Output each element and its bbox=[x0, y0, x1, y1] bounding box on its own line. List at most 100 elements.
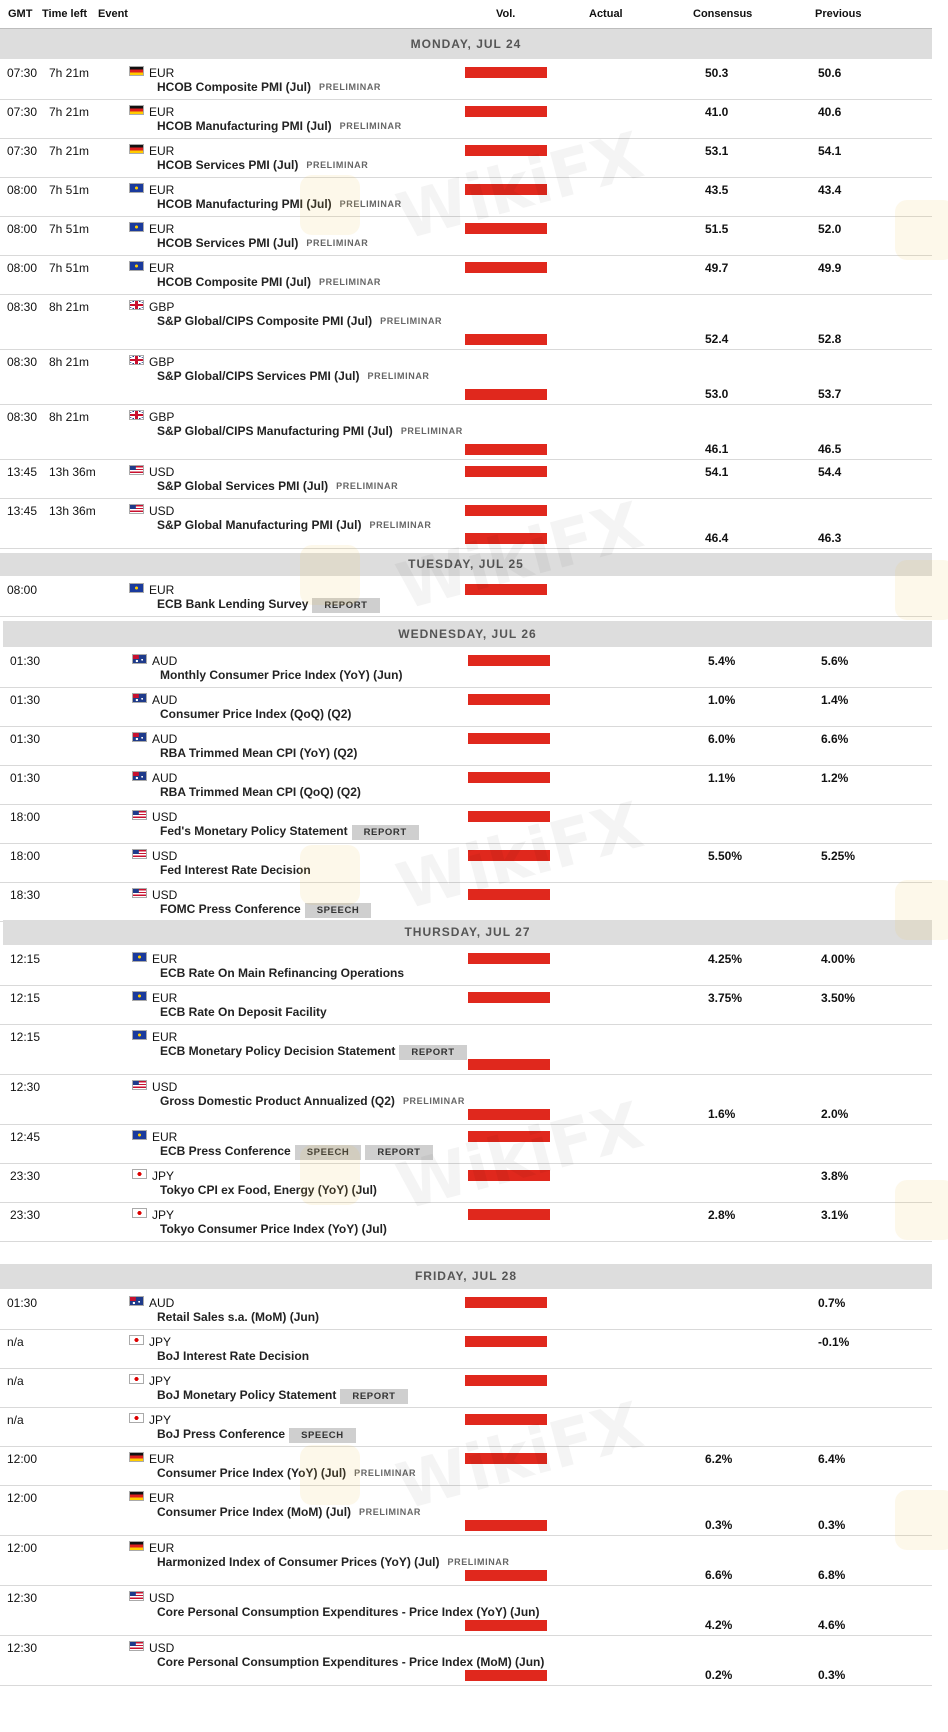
col-actual[interactable]: Actual bbox=[589, 8, 623, 20]
event-name-text[interactable]: S&P Global Services PMI (Jul) bbox=[157, 479, 329, 493]
event-name-text[interactable]: HCOB Manufacturing PMI (Jul) bbox=[157, 119, 332, 133]
event-name[interactable]: ECB Monetary Policy Decision Statement RE… bbox=[160, 1044, 467, 1060]
event-name[interactable]: RBA Trimmed Mean CPI (YoY) (Q2) bbox=[160, 746, 357, 760]
event-row[interactable]: 08:00 7h 51m EUR HCOB Composite PMI (Jul) PR… bbox=[0, 255, 932, 295]
event-row[interactable]: 12:45 EUR ECB Press Conference SPEECH REPORT bbox=[0, 1124, 932, 1164]
event-name-text[interactable]: BoJ Press Conference bbox=[157, 1427, 286, 1441]
event-name[interactable]: S&P Global/CIPS Services PMI (Jul) PRELIM… bbox=[157, 369, 430, 383]
event-name[interactable]: Core Personal Consumption Expenditures -… bbox=[157, 1605, 540, 1619]
report-badge[interactable]: REPORT bbox=[365, 1145, 433, 1160]
col-consensus[interactable]: Consensus bbox=[693, 8, 753, 20]
event-name-text[interactable]: Consumer Price Index (QoQ) (Q2) bbox=[160, 707, 352, 721]
event-name[interactable]: Core Personal Consumption Expenditures -… bbox=[157, 1655, 544, 1669]
event-row[interactable]: n/a JPY BoJ Press Conference SPEECH bbox=[0, 1407, 932, 1447]
event-row[interactable]: 08:00 EUR ECB Bank Lending Survey REPORT bbox=[0, 577, 932, 617]
event-name-text[interactable]: Retail Sales s.a. (MoM) (Jun) bbox=[157, 1310, 320, 1324]
event-name-text[interactable]: S&P Global/CIPS Manufacturing PMI (Jul) bbox=[157, 424, 393, 438]
event-row[interactable]: n/a JPY BoJ Monetary Policy Statement REPOR… bbox=[0, 1368, 932, 1408]
event-name-text[interactable]: Harmonized Index of Consumer Prices (YoY… bbox=[157, 1555, 440, 1569]
event-name-text[interactable]: BoJ Monetary Policy Statement bbox=[157, 1388, 337, 1402]
col-gmt[interactable]: GMT bbox=[8, 8, 33, 20]
event-row[interactable]: 12:15 EUR ECB Monetary Policy Decision Sta… bbox=[0, 1024, 932, 1075]
event-name[interactable]: Tokyo Consumer Price Index (YoY) (Jul) bbox=[160, 1222, 387, 1236]
event-row[interactable]: n/a JPY BoJ Interest Rate Decision -0.1% bbox=[0, 1329, 932, 1369]
event-name[interactable]: RBA Trimmed Mean CPI (QoQ) (Q2) bbox=[160, 785, 361, 799]
event-row[interactable]: 12:15 EUR ECB Rate On Main Refinancing Ope… bbox=[0, 946, 932, 986]
event-name-text[interactable]: Fed Interest Rate Decision bbox=[160, 863, 311, 877]
event-row[interactable]: 08:30 8h 21m GBP S&P Global/CIPS Composite … bbox=[0, 294, 932, 350]
speech-badge[interactable]: SPEECH bbox=[304, 903, 372, 918]
event-name[interactable]: Gross Domestic Product Annualized (Q2) PR… bbox=[160, 1094, 465, 1108]
speech-badge[interactable]: SPEECH bbox=[294, 1145, 362, 1160]
report-badge[interactable]: REPORT bbox=[340, 1389, 408, 1404]
report-badge[interactable]: REPORT bbox=[351, 825, 419, 840]
col-time-left[interactable]: Time left bbox=[42, 8, 88, 20]
event-name-text[interactable]: Monthly Consumer Price Index (YoY) (Jun) bbox=[160, 668, 403, 682]
event-name[interactable]: ECB Rate On Main Refinancing Operations bbox=[160, 966, 404, 980]
event-name[interactable]: Consumer Price Index (QoQ) (Q2) bbox=[160, 707, 351, 721]
event-name[interactable]: BoJ Interest Rate Decision bbox=[157, 1349, 309, 1363]
event-row[interactable]: 01:30 AUD Consumer Price Index (QoQ) (Q2) 1… bbox=[0, 687, 932, 727]
event-name-text[interactable]: Consumer Price Index (MoM) (Jul) bbox=[157, 1505, 352, 1519]
speech-badge[interactable]: SPEECH bbox=[289, 1428, 356, 1443]
event-row[interactable]: 07:30 7h 21m EUR HCOB Services PMI (Jul) PRE… bbox=[0, 138, 932, 178]
event-name[interactable]: Consumer Price Index (MoM) (Jul) PRELIMIN… bbox=[157, 1505, 421, 1519]
event-name-text[interactable]: Fed's Monetary Policy Statement bbox=[160, 824, 348, 838]
event-name-text[interactable]: HCOB Manufacturing PMI (Jul) bbox=[157, 197, 332, 211]
event-name[interactable]: ECB Press Conference SPEECH REPORT bbox=[160, 1144, 433, 1160]
event-name[interactable]: S&P Global Services PMI (Jul) PRELIMINAR bbox=[157, 479, 398, 493]
event-row[interactable]: 08:00 7h 51m EUR HCOB Services PMI (Jul) PRE… bbox=[0, 216, 932, 256]
event-name-text[interactable]: Consumer Price Index (YoY) (Jul) bbox=[157, 1466, 347, 1480]
event-row[interactable]: 12:30 USD Core Personal Consumption Expend… bbox=[0, 1585, 932, 1636]
event-name[interactable]: S&P Global Manufacturing PMI (Jul) PRELIM… bbox=[157, 518, 431, 532]
event-name[interactable]: Monthly Consumer Price Index (YoY) (Jun) bbox=[160, 668, 402, 682]
event-name-text[interactable]: HCOB Composite PMI (Jul) bbox=[157, 80, 312, 94]
event-name-text[interactable]: S&P Global/CIPS Services PMI (Jul) bbox=[157, 369, 360, 383]
event-row[interactable]: 01:30 AUD Monthly Consumer Price Index (Yo… bbox=[0, 648, 932, 688]
event-row[interactable]: 08:30 8h 21m GBP S&P Global/CIPS Manufactur… bbox=[0, 404, 932, 460]
event-name-text[interactable]: S&P Global Manufacturing PMI (Jul) bbox=[157, 518, 362, 532]
event-name-text[interactable]: ECB Rate On Main Refinancing Operations bbox=[160, 966, 405, 980]
event-row[interactable]: 12:15 EUR ECB Rate On Deposit Facility 3.75… bbox=[0, 985, 932, 1025]
event-name[interactable]: BoJ Press Conference SPEECH bbox=[157, 1427, 356, 1443]
event-row[interactable]: 07:30 7h 21m EUR HCOB Composite PMI (Jul) PR… bbox=[0, 60, 932, 100]
event-row[interactable]: 12:00 EUR Harmonized Index of Consumer Pri… bbox=[0, 1535, 932, 1586]
col-event[interactable]: Event bbox=[98, 8, 128, 20]
col-previous[interactable]: Previous bbox=[815, 8, 862, 20]
event-name-text[interactable]: Gross Domestic Product Annualized (Q2) bbox=[160, 1094, 395, 1108]
event-name[interactable]: BoJ Monetary Policy Statement REPORT bbox=[157, 1388, 408, 1404]
event-row[interactable]: 01:30 AUD RBA Trimmed Mean CPI (YoY) (Q2) 6… bbox=[0, 726, 932, 766]
event-row[interactable]: 18:30 USD FOMC Press Conference SPEECH bbox=[0, 882, 932, 922]
event-row[interactable]: 07:30 7h 21m EUR HCOB Manufacturing PMI (Ju… bbox=[0, 99, 932, 139]
event-name[interactable]: HCOB Manufacturing PMI (Jul) PRELIMINAR bbox=[157, 119, 402, 133]
event-name-text[interactable]: ECB Press Conference bbox=[160, 1144, 291, 1158]
event-row[interactable]: 23:30 JPY Tokyo Consumer Price Index (YoY)… bbox=[0, 1202, 932, 1242]
event-name-text[interactable]: Tokyo Consumer Price Index (YoY) (Jul) bbox=[160, 1222, 387, 1236]
event-name[interactable]: HCOB Services PMI (Jul) PRELIMINAR bbox=[157, 236, 368, 250]
event-name[interactable]: Fed Interest Rate Decision bbox=[160, 863, 311, 877]
event-name-text[interactable]: RBA Trimmed Mean CPI (QoQ) (Q2) bbox=[160, 785, 361, 799]
event-row[interactable]: 12:30 USD Gross Domestic Product Annualize… bbox=[0, 1074, 932, 1125]
report-badge[interactable]: REPORT bbox=[312, 598, 380, 613]
event-row[interactable]: 01:30 AUD Retail Sales s.a. (MoM) (Jun) 0.7… bbox=[0, 1290, 932, 1330]
event-name[interactable]: S&P Global/CIPS Manufacturing PMI (Jul) P… bbox=[157, 424, 463, 438]
event-name[interactable]: Tokyo CPI ex Food, Energy (YoY) (Jul) bbox=[160, 1183, 377, 1197]
event-row[interactable]: 01:30 AUD RBA Trimmed Mean CPI (QoQ) (Q2) 1… bbox=[0, 765, 932, 805]
event-row[interactable]: 18:00 USD Fed's Monetary Policy Statement R… bbox=[0, 804, 932, 844]
event-name-text[interactable]: BoJ Interest Rate Decision bbox=[157, 1349, 310, 1363]
event-name[interactable]: ECB Rate On Deposit Facility bbox=[160, 1005, 327, 1019]
event-name[interactable]: Retail Sales s.a. (MoM) (Jun) bbox=[157, 1310, 319, 1324]
event-name[interactable]: HCOB Composite PMI (Jul) PRELIMINAR bbox=[157, 80, 381, 94]
event-name[interactable]: HCOB Services PMI (Jul) PRELIMINAR bbox=[157, 158, 368, 172]
event-name[interactable]: Consumer Price Index (YoY) (Jul) PRELIMIN… bbox=[157, 1466, 416, 1480]
event-row[interactable]: 23:30 JPY Tokyo CPI ex Food, Energy (YoY) … bbox=[0, 1163, 932, 1203]
event-name-text[interactable]: Core Personal Consumption Expenditures -… bbox=[157, 1605, 540, 1619]
event-name-text[interactable]: S&P Global/CIPS Composite PMI (Jul) bbox=[157, 314, 373, 328]
event-name-text[interactable]: Tokyo CPI ex Food, Energy (YoY) (Jul) bbox=[160, 1183, 377, 1197]
event-name[interactable]: ECB Bank Lending Survey REPORT bbox=[157, 597, 380, 613]
event-name-text[interactable]: HCOB Services PMI (Jul) bbox=[157, 236, 299, 250]
event-row[interactable]: 08:00 7h 51m EUR HCOB Manufacturing PMI (Ju… bbox=[0, 177, 932, 217]
event-name[interactable]: FOMC Press Conference SPEECH bbox=[160, 902, 372, 918]
col-vol[interactable]: Vol. bbox=[496, 8, 516, 20]
event-row[interactable]: 12:30 USD Core Personal Consumption Expend… bbox=[0, 1635, 932, 1686]
